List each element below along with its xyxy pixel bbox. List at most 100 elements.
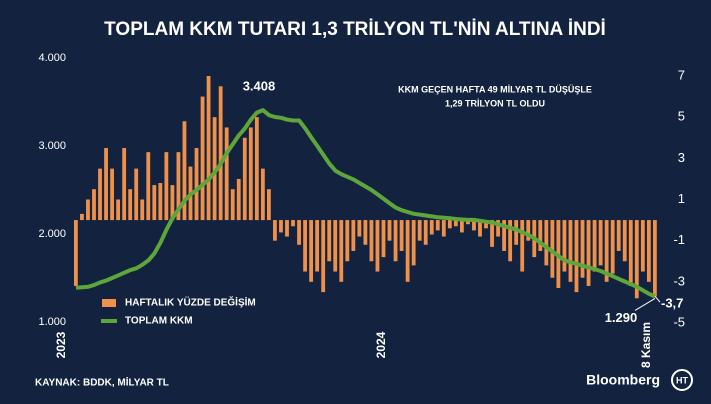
bar — [586, 220, 591, 286]
bar — [291, 220, 295, 227]
bar — [526, 220, 531, 241]
line — [75, 108, 656, 299]
bar — [92, 189, 96, 221]
logo-mark: HT — [676, 375, 688, 385]
bar — [646, 220, 651, 282]
bar — [218, 86, 223, 221]
bar — [230, 189, 235, 221]
bar — [508, 220, 513, 262]
bar — [520, 220, 525, 272]
bar — [622, 220, 627, 262]
bar — [242, 137, 247, 221]
label-leader — [634, 298, 656, 311]
bar — [405, 220, 410, 282]
brand: Bloomberg — [586, 372, 660, 388]
annotation: 1,29 TRİLYON TL OLDU — [445, 98, 545, 108]
x-tick-label: 2024 — [374, 331, 388, 358]
bar — [574, 220, 579, 293]
bar — [381, 220, 386, 258]
bar — [297, 220, 301, 245]
x-tick-label: 8 Kasım — [639, 322, 653, 368]
bar — [478, 220, 482, 237]
bar — [176, 152, 181, 221]
bar — [116, 199, 121, 221]
bar — [616, 220, 621, 251]
bar — [441, 220, 446, 237]
data-label: 3.408 — [243, 79, 276, 94]
bar — [369, 220, 374, 262]
bar — [152, 185, 157, 221]
bar — [472, 220, 476, 231]
bar — [568, 220, 573, 282]
x-tick-label: 2023 — [54, 331, 68, 358]
y2-tick-label: 1 — [678, 191, 685, 206]
y2-tick-label: -1 — [673, 232, 685, 247]
bar — [285, 220, 289, 237]
bar — [417, 220, 422, 241]
annotation: KKM GEÇEN HAFTA 49 MİLYAR TL DÜŞÜŞLE — [398, 84, 592, 94]
bar — [146, 152, 151, 221]
bar — [315, 220, 320, 272]
bar — [399, 220, 404, 251]
bar — [466, 220, 470, 225]
bar — [122, 148, 127, 221]
bar — [200, 96, 205, 221]
bar — [363, 220, 368, 245]
bar — [375, 220, 380, 272]
bar — [435, 220, 440, 231]
bar — [484, 220, 488, 229]
bar — [74, 220, 78, 286]
bar — [98, 168, 102, 221]
bar — [80, 213, 84, 221]
bar — [260, 168, 265, 221]
bar — [550, 220, 555, 278]
bar — [110, 168, 114, 221]
bar — [429, 220, 434, 235]
legend-swatch — [102, 299, 116, 307]
chart-title: TOPLAM KKM TUTARI 1,3 TRİLYON TL'NİN ALT… — [104, 19, 606, 40]
source: KAYNAK: BDDK, MİLYAR TL — [35, 376, 169, 389]
bar — [212, 117, 217, 221]
y2-tick-label: -3 — [673, 273, 685, 288]
bar — [538, 220, 543, 251]
bar — [453, 220, 458, 227]
y-tick-label: 2.000 — [38, 228, 66, 240]
bar — [592, 220, 597, 272]
bar — [580, 220, 585, 278]
bar — [140, 199, 145, 221]
bar — [128, 189, 133, 221]
data-label: -3,7 — [661, 296, 683, 311]
bar — [104, 148, 108, 221]
bar — [393, 220, 398, 262]
bar — [309, 220, 314, 282]
bar — [562, 220, 567, 272]
bar — [303, 220, 307, 272]
bar — [544, 220, 549, 266]
bar — [321, 220, 326, 293]
bar — [411, 220, 416, 266]
bar — [604, 220, 609, 282]
bar — [273, 220, 277, 241]
y-tick-label: 4.000 — [38, 52, 66, 64]
bar — [182, 121, 187, 221]
bar — [598, 220, 603, 266]
bar — [357, 220, 362, 237]
bar — [170, 185, 175, 221]
y-tick-label: 1.000 — [38, 316, 66, 328]
bar — [653, 220, 657, 297]
bar — [158, 183, 163, 221]
bar — [236, 178, 241, 221]
y-tick-label: 3.000 — [38, 140, 66, 152]
bar — [628, 220, 633, 286]
label-leader — [654, 295, 661, 303]
bar — [345, 220, 350, 262]
data-label: 1.290 — [605, 310, 638, 325]
y2-tick-label: 7 — [678, 67, 685, 82]
bar — [134, 168, 139, 221]
bar — [460, 220, 464, 233]
bar — [351, 220, 356, 251]
bar — [610, 220, 615, 274]
bar — [514, 220, 519, 245]
bar — [327, 220, 332, 262]
